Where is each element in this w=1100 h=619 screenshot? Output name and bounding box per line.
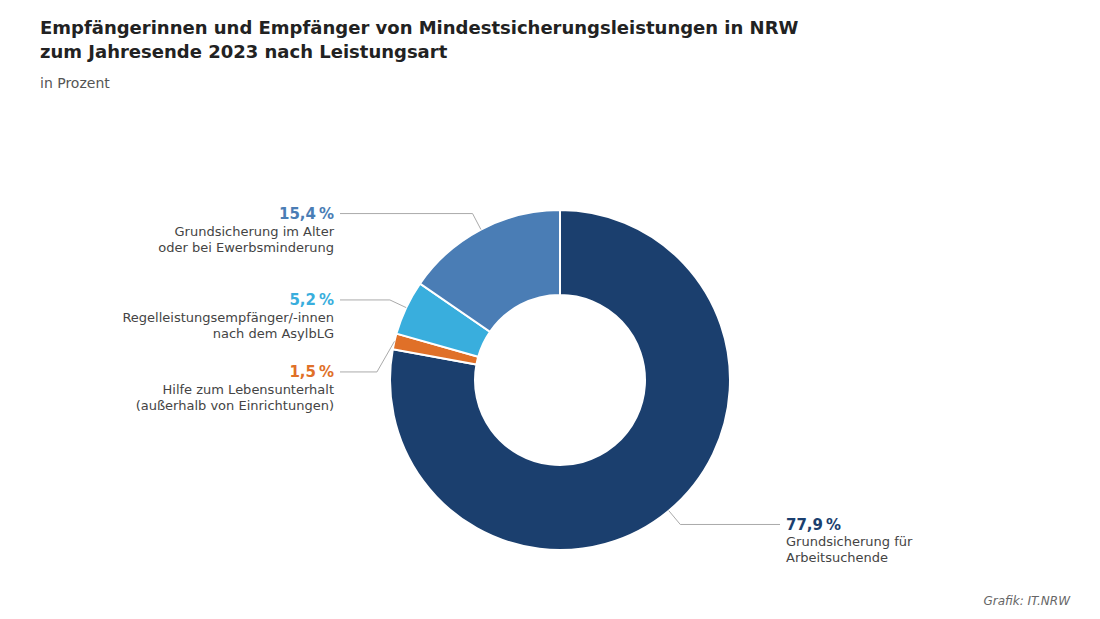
donut — [390, 210, 730, 550]
category-label: (außerhalb von Einrichtungen) — [136, 398, 334, 413]
chart: Empfängerinnen und Empfänger von Mindest… — [0, 0, 1100, 619]
category-label: Regelleistungsempfänger/-innen — [122, 310, 334, 325]
title: zum Jahresende 2023 nach Leistungsart — [40, 41, 448, 62]
category-label: Hilfe zum Lebensunterhalt — [163, 382, 334, 397]
annotation: Grafik: IT.NRW — [983, 594, 1071, 608]
data-label: 5,2 % — [289, 291, 334, 309]
labels: 77,9 %Grundsicherung fürArbeitsuchende 1,… — [122, 205, 913, 566]
category-label: nach dem AsylbLG — [213, 326, 334, 341]
slice — [390, 210, 730, 550]
leader-line — [340, 214, 481, 230]
category-label: Grundsicherung für — [786, 534, 913, 549]
category-label: Grundsicherung im Alter — [175, 224, 335, 239]
data-label: 15,4 % — [279, 205, 334, 223]
title-group: Empfängerinnen und Empfänger von Mindest… — [40, 17, 799, 62]
data-label: 77,9 % — [786, 516, 841, 534]
subtitle: in Prozent — [40, 75, 110, 91]
leader-line — [340, 341, 394, 372]
slice — [420, 210, 560, 332]
title: Empfängerinnen und Empfänger von Mindest… — [40, 17, 799, 38]
category-label: Arbeitsuchende — [786, 550, 888, 565]
leader-line — [669, 511, 780, 525]
category-label: oder bei Ewerbsminderung — [158, 240, 334, 255]
data-label: 1,5 % — [289, 363, 334, 381]
leader-line — [340, 300, 406, 308]
